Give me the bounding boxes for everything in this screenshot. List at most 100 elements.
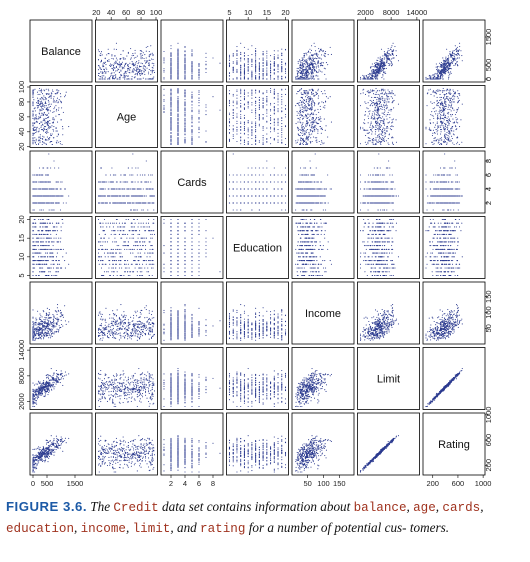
data-point: [248, 64, 249, 65]
data-point: [320, 63, 321, 64]
data-point: [141, 70, 142, 71]
data-point: [384, 109, 385, 110]
data-point: [324, 119, 325, 120]
data-point: [146, 60, 147, 61]
data-point: [368, 140, 369, 141]
data-point: [315, 122, 316, 123]
data-point: [170, 144, 171, 145]
data-point: [281, 123, 282, 124]
data-point: [136, 61, 137, 62]
data-point: [444, 106, 445, 107]
data-point: [306, 115, 307, 116]
data-point: [281, 76, 282, 77]
data-point: [198, 90, 199, 91]
data-point: [263, 142, 264, 143]
data-point: [306, 68, 307, 69]
data-point: [299, 119, 300, 120]
data-point: [153, 76, 154, 77]
data-point: [270, 88, 271, 89]
data-point: [163, 109, 164, 110]
data-point: [266, 110, 267, 111]
data-point: [433, 116, 434, 117]
data-point: [274, 131, 275, 132]
data-point: [111, 54, 112, 55]
data-point: [240, 52, 241, 53]
data-point: [381, 120, 382, 121]
data-point: [270, 127, 271, 128]
data-point: [38, 118, 39, 119]
data-point: [388, 59, 389, 60]
data-point: [32, 97, 33, 98]
data-point: [236, 104, 237, 105]
data-point: [445, 115, 446, 116]
data-point: [307, 63, 308, 64]
data-point: [379, 141, 380, 142]
data-point: [38, 116, 39, 117]
data-point: [42, 124, 43, 125]
data-point: [184, 69, 185, 70]
data-point: [432, 135, 433, 136]
data-point: [240, 93, 241, 94]
data-point: [229, 60, 230, 61]
data-point: [229, 78, 230, 79]
data-point: [233, 54, 234, 55]
data-point: [33, 89, 34, 90]
data-point: [443, 78, 444, 79]
data-point: [251, 144, 252, 145]
data-point: [240, 105, 241, 106]
data-point: [442, 63, 443, 64]
data-point: [384, 59, 385, 60]
data-point: [452, 52, 453, 53]
data-point: [366, 130, 367, 131]
data-point: [445, 124, 446, 125]
data-point: [437, 125, 438, 126]
data-point: [40, 116, 41, 117]
data-point: [445, 73, 446, 74]
data-point: [311, 125, 312, 126]
data-point: [233, 102, 234, 103]
data-point: [313, 119, 314, 120]
data-point: [389, 64, 390, 65]
data-point: [240, 126, 241, 127]
panel-frame: [227, 20, 289, 82]
data-point: [248, 141, 249, 142]
data-point: [444, 123, 445, 124]
data-point: [450, 71, 451, 72]
data-point: [229, 66, 230, 67]
data-point: [448, 71, 449, 72]
data-point: [229, 103, 230, 104]
data-point: [255, 110, 256, 111]
data-point: [434, 127, 435, 128]
data-point: [244, 59, 245, 60]
data-point: [105, 73, 106, 74]
data-point: [313, 113, 314, 114]
data-point: [314, 78, 315, 79]
data-point: [298, 68, 299, 69]
data-point: [373, 71, 374, 72]
data-point: [436, 67, 437, 68]
data-point: [251, 71, 252, 72]
data-point: [364, 76, 365, 77]
data-point: [123, 77, 124, 78]
data-point: [312, 72, 313, 73]
data-point: [306, 110, 307, 111]
data-point: [177, 61, 178, 62]
data-point: [445, 104, 446, 105]
data-point: [100, 71, 101, 72]
data-point: [315, 119, 316, 120]
data-point: [60, 209, 61, 210]
data-point: [386, 119, 387, 120]
data-point: [281, 107, 282, 108]
data-point: [233, 53, 234, 54]
data-point: [45, 126, 46, 127]
data-point: [425, 143, 426, 144]
data-point: [383, 69, 384, 70]
data-point: [198, 74, 199, 75]
data-point: [456, 129, 457, 130]
data-point: [277, 71, 278, 72]
data-point: [437, 97, 438, 98]
data-point: [309, 63, 310, 64]
data-point: [318, 57, 319, 58]
data-point: [388, 58, 389, 59]
data-point: [443, 64, 444, 65]
